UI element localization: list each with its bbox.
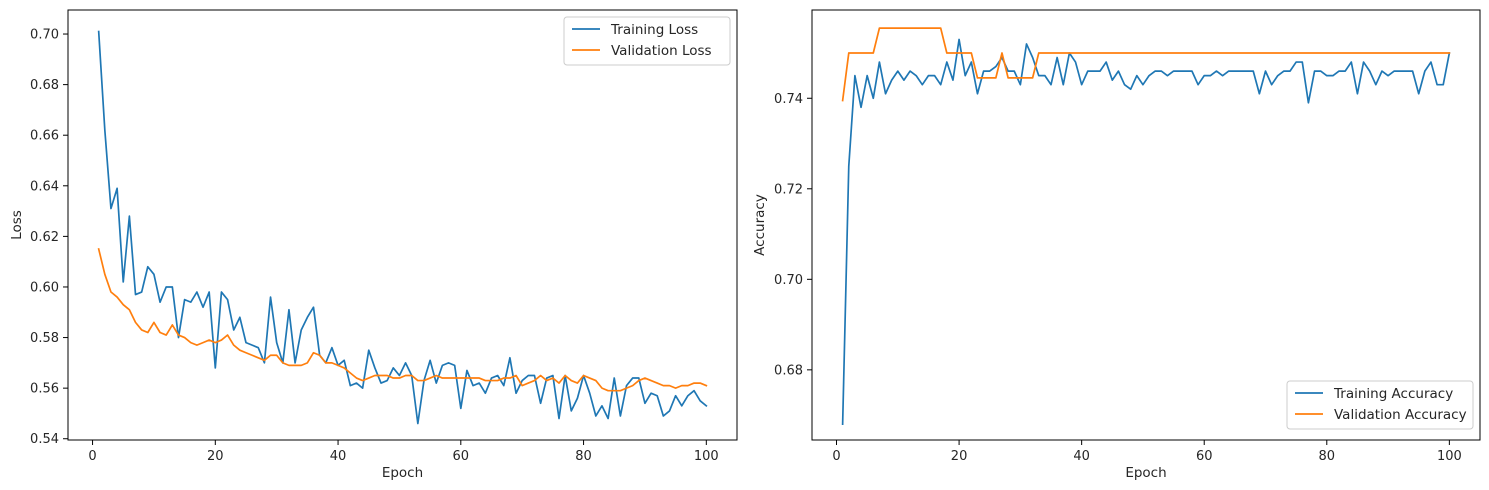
accuracy-chart: 0 20 40 60 80 100 0.68 0.70 0.72 0.74 Epoch Accurac… — [752, 9, 1481, 481]
x-tick-label: 40 — [1073, 449, 1090, 464]
series-line-validation — [841, 27, 1451, 102]
x-tick-label: 40 — [330, 449, 347, 464]
legend-entry: Training Loss — [610, 22, 698, 38]
y-axis-label: Accuracy — [752, 194, 768, 256]
x-tick-label: 100 — [1437, 449, 1462, 464]
series-line-validation — [97, 248, 708, 392]
x-tick-label: 60 — [453, 449, 470, 464]
series-line-training — [841, 38, 1451, 426]
y-tick-label: 0.72 — [774, 182, 803, 197]
y-tick-label: 0.56 — [30, 382, 59, 397]
y-tick-label: 0.58 — [30, 331, 59, 346]
y-tick-label: 0.66 — [30, 129, 59, 144]
y-tick-label: 0.64 — [30, 179, 59, 194]
y-tick-label: 0.54 — [30, 432, 59, 447]
y-tick-label: 0.70 — [30, 28, 59, 43]
x-tick-label: 20 — [207, 449, 224, 464]
legend-entry: Validation Loss — [611, 43, 712, 59]
series-line-training — [97, 30, 708, 425]
x-tick-label: 80 — [1319, 449, 1336, 464]
loss-chart: 0 20 40 60 80 100 0.54 0.56 0.58 0.60 0.62 0.64 0.66… — [9, 9, 738, 481]
y-axis-label: Loss — [9, 210, 25, 240]
plot-frame — [67, 9, 738, 441]
legend: Training Loss Validation Loss — [563, 16, 731, 66]
x-tick-label: 0 — [832, 449, 840, 464]
y-tick-label: 0.60 — [30, 280, 59, 295]
x-tick-label: 80 — [575, 449, 592, 464]
legend-box — [563, 16, 731, 66]
x-tick-label: 0 — [88, 449, 96, 464]
x-axis-label: Epoch — [382, 465, 423, 481]
y-tick-label: 0.68 — [774, 363, 803, 378]
legend: Training Accuracy Validation Accuracy — [1286, 380, 1474, 430]
plot-frame — [811, 9, 1481, 441]
y-tick-label: 0.70 — [774, 273, 803, 288]
y-tick-label: 0.68 — [30, 78, 59, 93]
x-tick-label: 20 — [951, 449, 968, 464]
x-tick-label: 60 — [1196, 449, 1213, 464]
x-axis-label: Epoch — [1125, 465, 1166, 481]
legend-entry: Training Accuracy — [1333, 386, 1453, 402]
y-tick-label: 0.62 — [30, 230, 59, 245]
x-tick-label: 100 — [694, 449, 719, 464]
legend-box — [1286, 380, 1474, 430]
legend-entry: Validation Accuracy — [1334, 407, 1467, 423]
y-tick-label: 0.74 — [774, 92, 803, 107]
